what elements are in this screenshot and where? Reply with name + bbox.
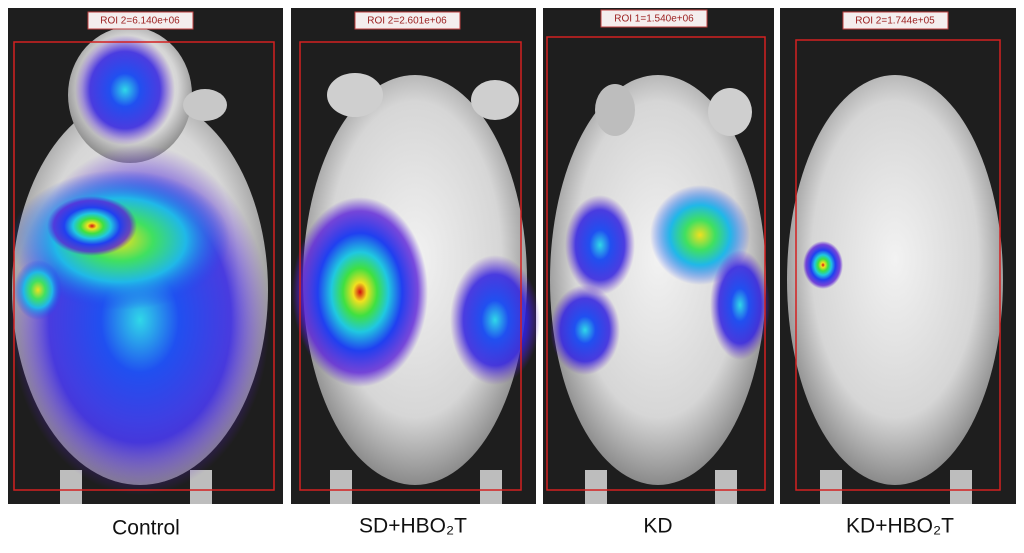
roi-label: ROI 2=2.601e+06 <box>367 16 447 27</box>
panel-sd-hbo2t: ROI 2=2.601e+06 <box>291 8 540 504</box>
leg <box>190 470 212 504</box>
roi-label-box <box>842 11 949 30</box>
leg <box>60 470 82 504</box>
mouse-ear <box>595 84 635 136</box>
signal <box>565 195 635 295</box>
leg <box>330 470 352 504</box>
signal <box>803 241 843 289</box>
leg <box>715 470 737 504</box>
mouse-ear <box>708 88 752 136</box>
leg <box>950 470 972 504</box>
signal <box>75 35 175 145</box>
panel-kd: ROI 1=1.540e+06 <box>543 8 774 504</box>
roi-box <box>13 41 275 491</box>
signal <box>710 250 770 360</box>
roi-label-box <box>87 11 194 30</box>
caption: Control <box>112 517 180 540</box>
mouse-ear <box>327 73 383 117</box>
roi-label: ROI 2=6.140e+06 <box>100 16 180 27</box>
signal <box>47 196 137 256</box>
mouse-ear <box>183 89 227 121</box>
leg <box>585 470 607 504</box>
roi-box <box>546 36 766 491</box>
roi-box <box>299 41 522 491</box>
roi-label: ROI 1=1.540e+06 <box>614 14 694 25</box>
signal <box>292 197 428 387</box>
leg <box>820 470 842 504</box>
caption: SD+HBO₂T <box>359 515 467 538</box>
signal <box>550 285 620 375</box>
panel-control: ROI 2=6.140e+06 <box>8 8 283 504</box>
roi-label-box <box>600 9 708 28</box>
signal <box>14 260 62 320</box>
mouse-body <box>550 75 766 485</box>
leg <box>480 470 502 504</box>
roi-label: ROI 2=1.744e+05 <box>855 16 935 27</box>
panel-kd-hbo2t: ROI 2=1.744e+05 <box>780 8 1016 504</box>
signal <box>450 255 540 385</box>
mouse-ear <box>471 80 519 120</box>
roi-box <box>795 39 1001 491</box>
mouse-body <box>787 75 1003 485</box>
roi-label-box <box>354 11 461 30</box>
caption: KD <box>643 515 672 538</box>
caption: KD+HBO₂T <box>846 515 954 538</box>
